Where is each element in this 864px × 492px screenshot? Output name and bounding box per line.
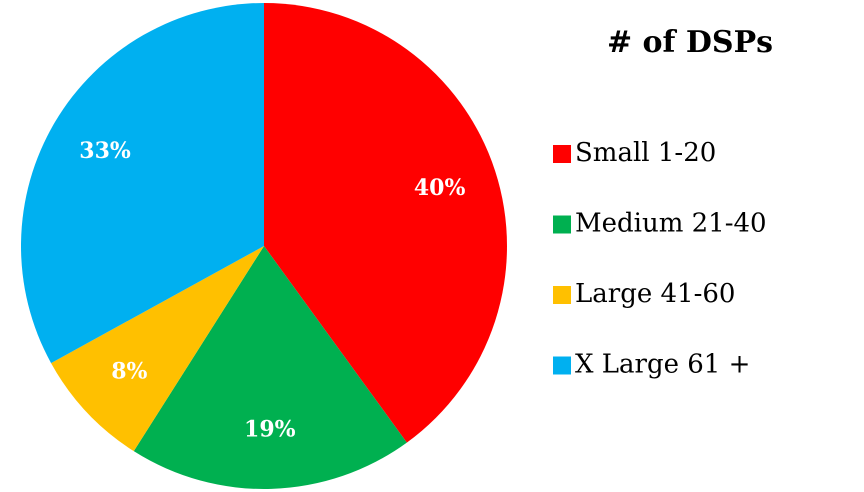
legend-swatch (553, 286, 571, 304)
pie-slice (51, 246, 264, 452)
legend-swatch (553, 145, 571, 163)
legend-label: Large 41-60 (575, 279, 735, 309)
chart-title: # of DSPs (607, 25, 773, 60)
data-label: 33% (79, 138, 131, 164)
pie-slice (133, 246, 407, 489)
pie-slice (21, 3, 265, 364)
legend-label: Small 1-20 (575, 138, 716, 168)
data-label: 40% (414, 175, 466, 201)
data-label: 8% (111, 358, 147, 384)
data-label: 19% (244, 417, 296, 443)
legend-label: Medium 21-40 (575, 209, 767, 239)
pie-slice (264, 3, 507, 443)
legend-swatch (553, 215, 571, 234)
legend-swatch (553, 356, 571, 375)
legend-label: X Large 61 + (575, 350, 750, 380)
